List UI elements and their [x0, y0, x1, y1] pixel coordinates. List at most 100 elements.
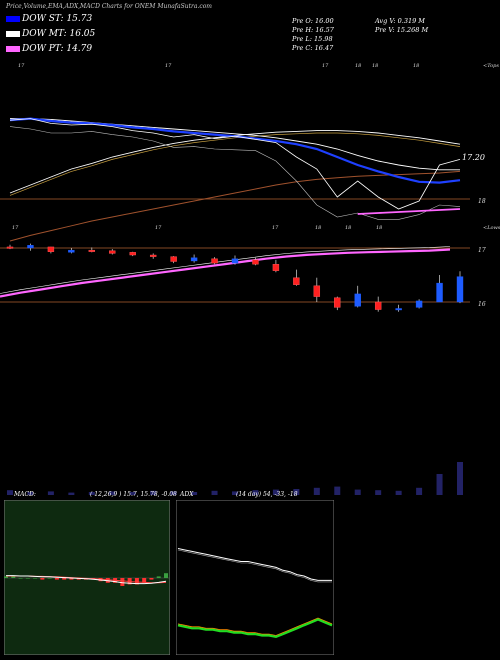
- lower-tick-label: 17: [12, 225, 19, 231]
- volume-bar: [354, 489, 361, 495]
- legend-swatch-st: [6, 15, 20, 22]
- volume-bar: [170, 491, 177, 495]
- volume-bar: [375, 490, 382, 495]
- volume-bar: [416, 487, 423, 495]
- upper-tick-label: 17: [18, 63, 25, 69]
- upper-corner-label: <Tops: [483, 63, 499, 69]
- lower-tick-label: 17: [272, 225, 279, 231]
- candle-body: [88, 249, 96, 252]
- lower-tick-label: 17: [155, 225, 162, 231]
- adx-minus-di-line: [177, 617, 333, 636]
- volume-bar: [272, 489, 279, 495]
- volume-bar: [68, 492, 75, 495]
- upper-tick-label: 17: [165, 63, 172, 69]
- ema-lines: [0, 117, 461, 298]
- candle-body: [211, 258, 218, 264]
- ema-long-line: [9, 130, 461, 194]
- candle-body: [313, 285, 321, 297]
- upper-tick-label: 17: [322, 63, 329, 69]
- candle-body: [129, 252, 136, 256]
- volume-bar: [129, 492, 136, 495]
- adx-background: [176, 500, 334, 655]
- macd-histogram-bar: [54, 578, 59, 580]
- upper-pt-line: [357, 208, 461, 215]
- candles: [6, 243, 464, 312]
- candle-body: [415, 300, 423, 308]
- macd-histogram-bar: [47, 578, 52, 579]
- candle-body: [436, 282, 443, 303]
- macd-line: [6, 575, 167, 585]
- volume-bar: [27, 492, 34, 495]
- candle-body: [109, 250, 116, 254]
- candle-body: [395, 308, 402, 311]
- chart-labels: 17 17 17 18 18 18 <Tops 17.20 18 17 17 17 18 18 18 <Low…: [12, 63, 500, 308]
- volume-bar: [436, 474, 443, 495]
- adx-panel: [176, 500, 334, 655]
- stat-high: Pre H: 16.57: [292, 26, 334, 34]
- dow-pt-line: [0, 248, 451, 298]
- adx-params: (14 day) 54, -33, -18: [236, 491, 298, 498]
- stat-avg-volume: Avg V: 0.319 M: [375, 17, 425, 25]
- macd-histogram-bar: [164, 573, 168, 578]
- volume-bars: [7, 462, 463, 495]
- volume-bar: [211, 490, 218, 495]
- macd-histogram-bar: [142, 578, 147, 583]
- ema-trend-line: [9, 170, 461, 242]
- macd-histogram-bar: [18, 578, 23, 579]
- dow-pt-highlight-line: [0, 246, 451, 294]
- lower-corner-label: <Lows: [483, 225, 500, 231]
- lower-tick-label: 18: [376, 225, 382, 231]
- adx-plus-di-shadow-line: [177, 549, 332, 583]
- price-chart: 17 17 17 18 18 18 <Tops 17.20 18 17 17 17 18 18 18 <Low…: [0, 63, 500, 495]
- legend-label-pt: DOW PT: 14.79: [22, 44, 93, 54]
- candle-body: [334, 297, 341, 308]
- adx-line: [177, 618, 333, 639]
- lower-tick-label: 18: [315, 225, 321, 231]
- upper-tick-label: 18: [355, 63, 361, 69]
- volume-bar: [457, 462, 463, 495]
- stat-open: Pre O: 16.00: [292, 17, 334, 25]
- ema-mid-line: [10, 118, 460, 171]
- macd-histogram-bar: [156, 576, 161, 578]
- adx-plus-di-line: [177, 548, 332, 581]
- legend-swatch-pt: [6, 45, 20, 52]
- candle-body: [170, 256, 177, 262]
- volume-bar: [334, 486, 341, 495]
- volume-bar: [313, 487, 320, 495]
- upper-axis-label: 17.20: [462, 153, 485, 162]
- volume-bar: [150, 490, 157, 495]
- volume-bar: [395, 490, 402, 495]
- macd-histogram-bar: [149, 578, 154, 580]
- stat-low: Pre L: 15.98: [292, 35, 333, 43]
- legend-label-mt: DOW MT: 16.05: [22, 29, 96, 39]
- volume-bar: [109, 491, 116, 495]
- legend-dow-mt: DOW MT: 16.05: [6, 29, 95, 39]
- macd-series: [4, 573, 170, 586]
- candle-body: [47, 246, 55, 252]
- macd-background: [4, 500, 170, 655]
- macd-histogram-bar: [120, 578, 125, 586]
- volume-bar: [191, 492, 198, 495]
- reference-lines: [0, 198, 470, 303]
- upper-tick-label: 18: [372, 63, 378, 69]
- upper-tick-label: 18: [413, 63, 419, 69]
- macd-histogram-bar: [4, 576, 8, 578]
- volume-bar: [232, 491, 238, 495]
- volume-bar: [88, 492, 95, 495]
- macd-panel: [4, 500, 170, 655]
- candle-body: [374, 301, 382, 310]
- stat-close: Pre C: 16.47: [292, 44, 334, 52]
- candle-body: [272, 264, 280, 271]
- legend-swatch-mt: [6, 30, 20, 37]
- macd-histogram-bar: [40, 578, 45, 580]
- volume-bar: [47, 491, 54, 495]
- volume-bar: [293, 489, 300, 495]
- candle-body: [6, 246, 14, 249]
- macd-histogram-bar: [62, 578, 67, 580]
- candle-body: [68, 249, 75, 253]
- legend-dow-pt: DOW PT: 14.79: [6, 44, 92, 54]
- candle-body: [149, 254, 157, 257]
- candle-body: [27, 245, 34, 249]
- stat-pre-volume: Pre V: 15.268 M: [375, 26, 429, 34]
- upper-axis-label: 18: [478, 198, 486, 205]
